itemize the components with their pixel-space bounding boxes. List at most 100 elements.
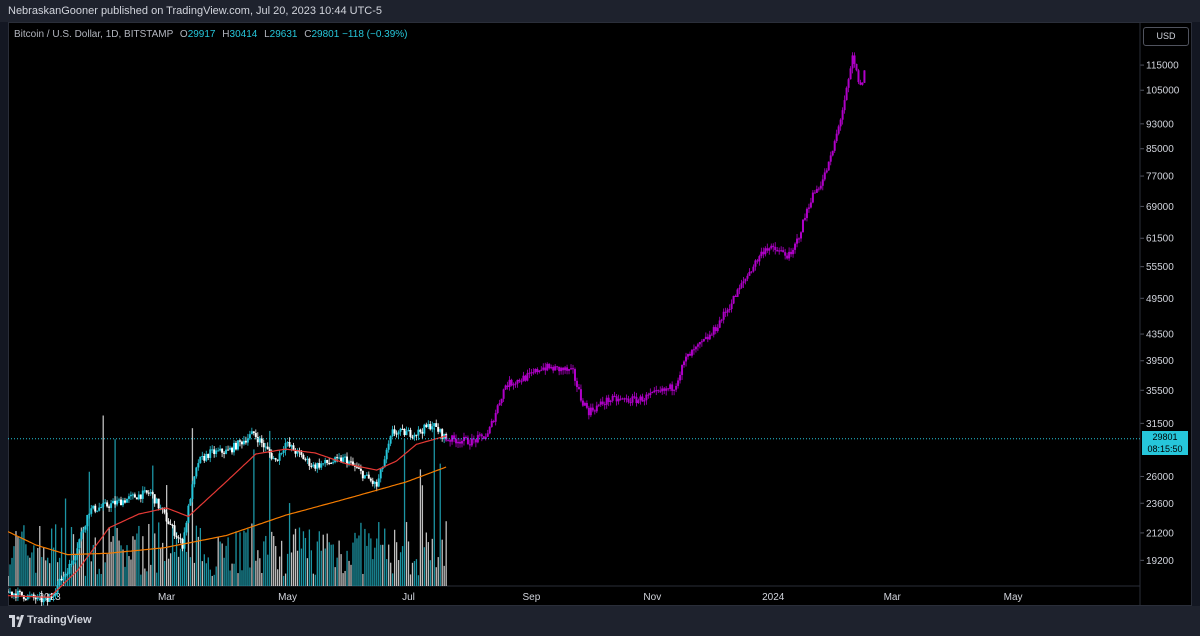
- candle-body: [308, 458, 311, 466]
- open-value: 29917: [187, 29, 216, 40]
- price-chart[interactable]: 115000 105000 93000 85000 77000 69000 61500 555…: [8, 22, 1192, 606]
- projection-candle-body: [766, 248, 769, 251]
- x-tick-label: May: [278, 592, 297, 603]
- candle-body: [34, 597, 37, 600]
- volume-bar: [175, 531, 178, 586]
- volume-bar: [330, 544, 332, 586]
- volume-bar: [245, 532, 247, 586]
- candle-body: [278, 453, 281, 461]
- candle-body: [199, 456, 202, 464]
- projection-candle-body: [500, 398, 503, 404]
- chart-frame: [8, 22, 1192, 606]
- currency-button[interactable]: USD: [1143, 27, 1189, 46]
- candle-body: [300, 452, 303, 455]
- candle-body: [48, 596, 51, 602]
- candle-body: [238, 440, 241, 442]
- volume-bar: [138, 525, 140, 586]
- volume-bar: [187, 522, 190, 586]
- candle-body: [371, 480, 374, 484]
- volume-bar: [86, 525, 88, 586]
- projection-candle-body: [468, 444, 471, 446]
- volume-bar: [378, 522, 380, 586]
- projection-candle-body: [659, 390, 662, 392]
- candle-body: [201, 455, 204, 457]
- candle-body: [177, 537, 180, 539]
- projection-candle-body: [752, 266, 755, 272]
- volume-bar: [116, 528, 118, 586]
- candle-body: [133, 494, 136, 498]
- projection-candle-body: [776, 249, 779, 252]
- candle-body: [120, 499, 123, 506]
- projection-candle-body: [524, 375, 527, 381]
- candle-body: [227, 449, 230, 451]
- candle-body: [284, 443, 287, 451]
- projection-candle-body: [833, 141, 836, 151]
- projection-candle-body: [700, 341, 703, 343]
- volume-bar: [41, 557, 43, 586]
- volume-bar: [51, 528, 53, 586]
- projection-candle-body: [807, 207, 810, 209]
- projection-candle-body: [486, 433, 489, 437]
- projection-candle-body: [665, 388, 668, 391]
- candle-body: [429, 424, 432, 430]
- candle-body: [318, 463, 321, 468]
- projection-candle-body: [607, 397, 610, 402]
- projection-candle-body: [811, 192, 814, 203]
- volume-bar: [372, 559, 374, 586]
- candle-body: [351, 461, 354, 465]
- volume-bar: [128, 556, 130, 586]
- candle-body: [100, 507, 103, 509]
- volume-bar: [366, 545, 368, 586]
- x-tick-label: May: [1004, 592, 1023, 603]
- projection-candle-body: [633, 396, 636, 398]
- projection-candle-body: [635, 396, 638, 404]
- volume-bar: [445, 521, 447, 586]
- candle-body: [326, 459, 329, 463]
- volume-bar: [207, 557, 209, 586]
- candle-body: [110, 503, 113, 508]
- volume-bar: [29, 557, 31, 586]
- volume-bar: [346, 550, 348, 586]
- candle-body: [419, 429, 422, 432]
- projection-candle-body: [595, 405, 598, 412]
- candle-body: [397, 431, 400, 435]
- candle-body: [108, 506, 111, 508]
- candle-body: [8, 591, 11, 593]
- volume-bar: [68, 568, 71, 586]
- candle-body: [229, 447, 232, 450]
- projection-candle-body: [480, 434, 483, 437]
- candle-body: [159, 507, 162, 509]
- projection-candle-body: [861, 82, 864, 85]
- candle-body: [347, 461, 350, 465]
- projection-candle-body: [455, 439, 458, 444]
- projection-candle-body: [827, 161, 830, 171]
- volume-bar: [294, 528, 297, 586]
- volume-bar: [160, 548, 162, 586]
- projection-candle-body: [581, 400, 584, 406]
- volume-bar: [429, 560, 431, 586]
- candle-body: [106, 502, 109, 507]
- projection-candle-body: [512, 384, 515, 386]
- projection-candle-body: [655, 390, 658, 392]
- candle-body: [88, 513, 91, 515]
- projection-candle-body: [560, 367, 563, 372]
- volume-bar: [64, 498, 67, 586]
- candle-body: [381, 467, 384, 470]
- candle-body: [274, 458, 277, 460]
- candle-body: [355, 466, 358, 468]
- footer-bar: TradingView: [0, 606, 1200, 636]
- projection-candle-body: [568, 369, 571, 371]
- candle-body: [254, 433, 257, 437]
- projection-candle-body: [589, 407, 592, 416]
- candle-body: [114, 500, 117, 505]
- candle-body: [310, 465, 313, 467]
- volume-bar: [320, 550, 322, 586]
- projection-candle-body: [643, 400, 646, 402]
- volume-bar: [221, 543, 223, 586]
- volume-bar: [237, 573, 239, 586]
- volume-bar: [181, 539, 184, 586]
- candle-body: [167, 521, 170, 524]
- projection-candle-body: [492, 420, 495, 422]
- projection-candle-body: [772, 245, 775, 247]
- volume-bar: [31, 552, 33, 586]
